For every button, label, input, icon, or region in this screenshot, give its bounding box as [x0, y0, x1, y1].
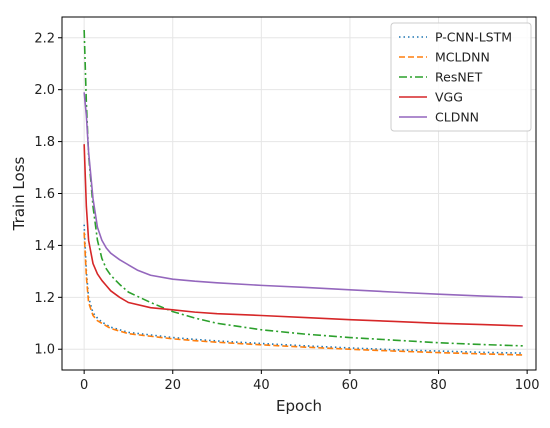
x-tick-label: 80 — [430, 378, 447, 393]
x-tick-label: 0 — [80, 378, 88, 393]
y-axis-label: Train Loss — [10, 156, 28, 231]
y-tick-label: 2.0 — [34, 83, 55, 98]
legend-label: VGG — [435, 90, 463, 105]
legend-label: P-CNN-LSTM — [435, 30, 512, 45]
series-line-vgg — [83, 144, 523, 327]
x-tick-label: 20 — [164, 378, 181, 393]
y-tick-label: 1.4 — [34, 239, 55, 254]
y-tick-label: 1.6 — [34, 187, 55, 202]
series-line-mcldnn — [83, 232, 523, 356]
legend-label: MCLDNN — [435, 50, 490, 65]
y-tick-label: 1.0 — [34, 343, 55, 358]
legend-label: CLDNN — [435, 110, 479, 125]
y-tick-label: 1.2 — [34, 291, 55, 306]
x-tick-label: 60 — [342, 378, 359, 393]
legend-label: ResNET — [435, 70, 483, 85]
legend-box — [390, 22, 532, 132]
x-axis-label: Epoch — [276, 397, 322, 415]
y-tick-label: 1.8 — [34, 135, 55, 150]
y-tick-label: 2.2 — [34, 31, 55, 46]
series-lines — [83, 29, 523, 356]
series-line-p-cnn-lstm — [83, 224, 523, 354]
x-tick-label: 40 — [253, 378, 270, 393]
x-tick-label: 100 — [515, 378, 540, 393]
x-axis-ticks: 0 20 40 60 80 100 — [80, 370, 540, 393]
y-axis-ticks: 1.0 1.2 1.4 1.6 1.8 2.0 2.2 — [34, 31, 62, 358]
series-line-resnet — [83, 29, 523, 347]
series-line-cldnn — [83, 92, 523, 299]
legend: P-CNN-LSTM MCLDNN ResNET VGG CLDNN — [390, 22, 532, 132]
